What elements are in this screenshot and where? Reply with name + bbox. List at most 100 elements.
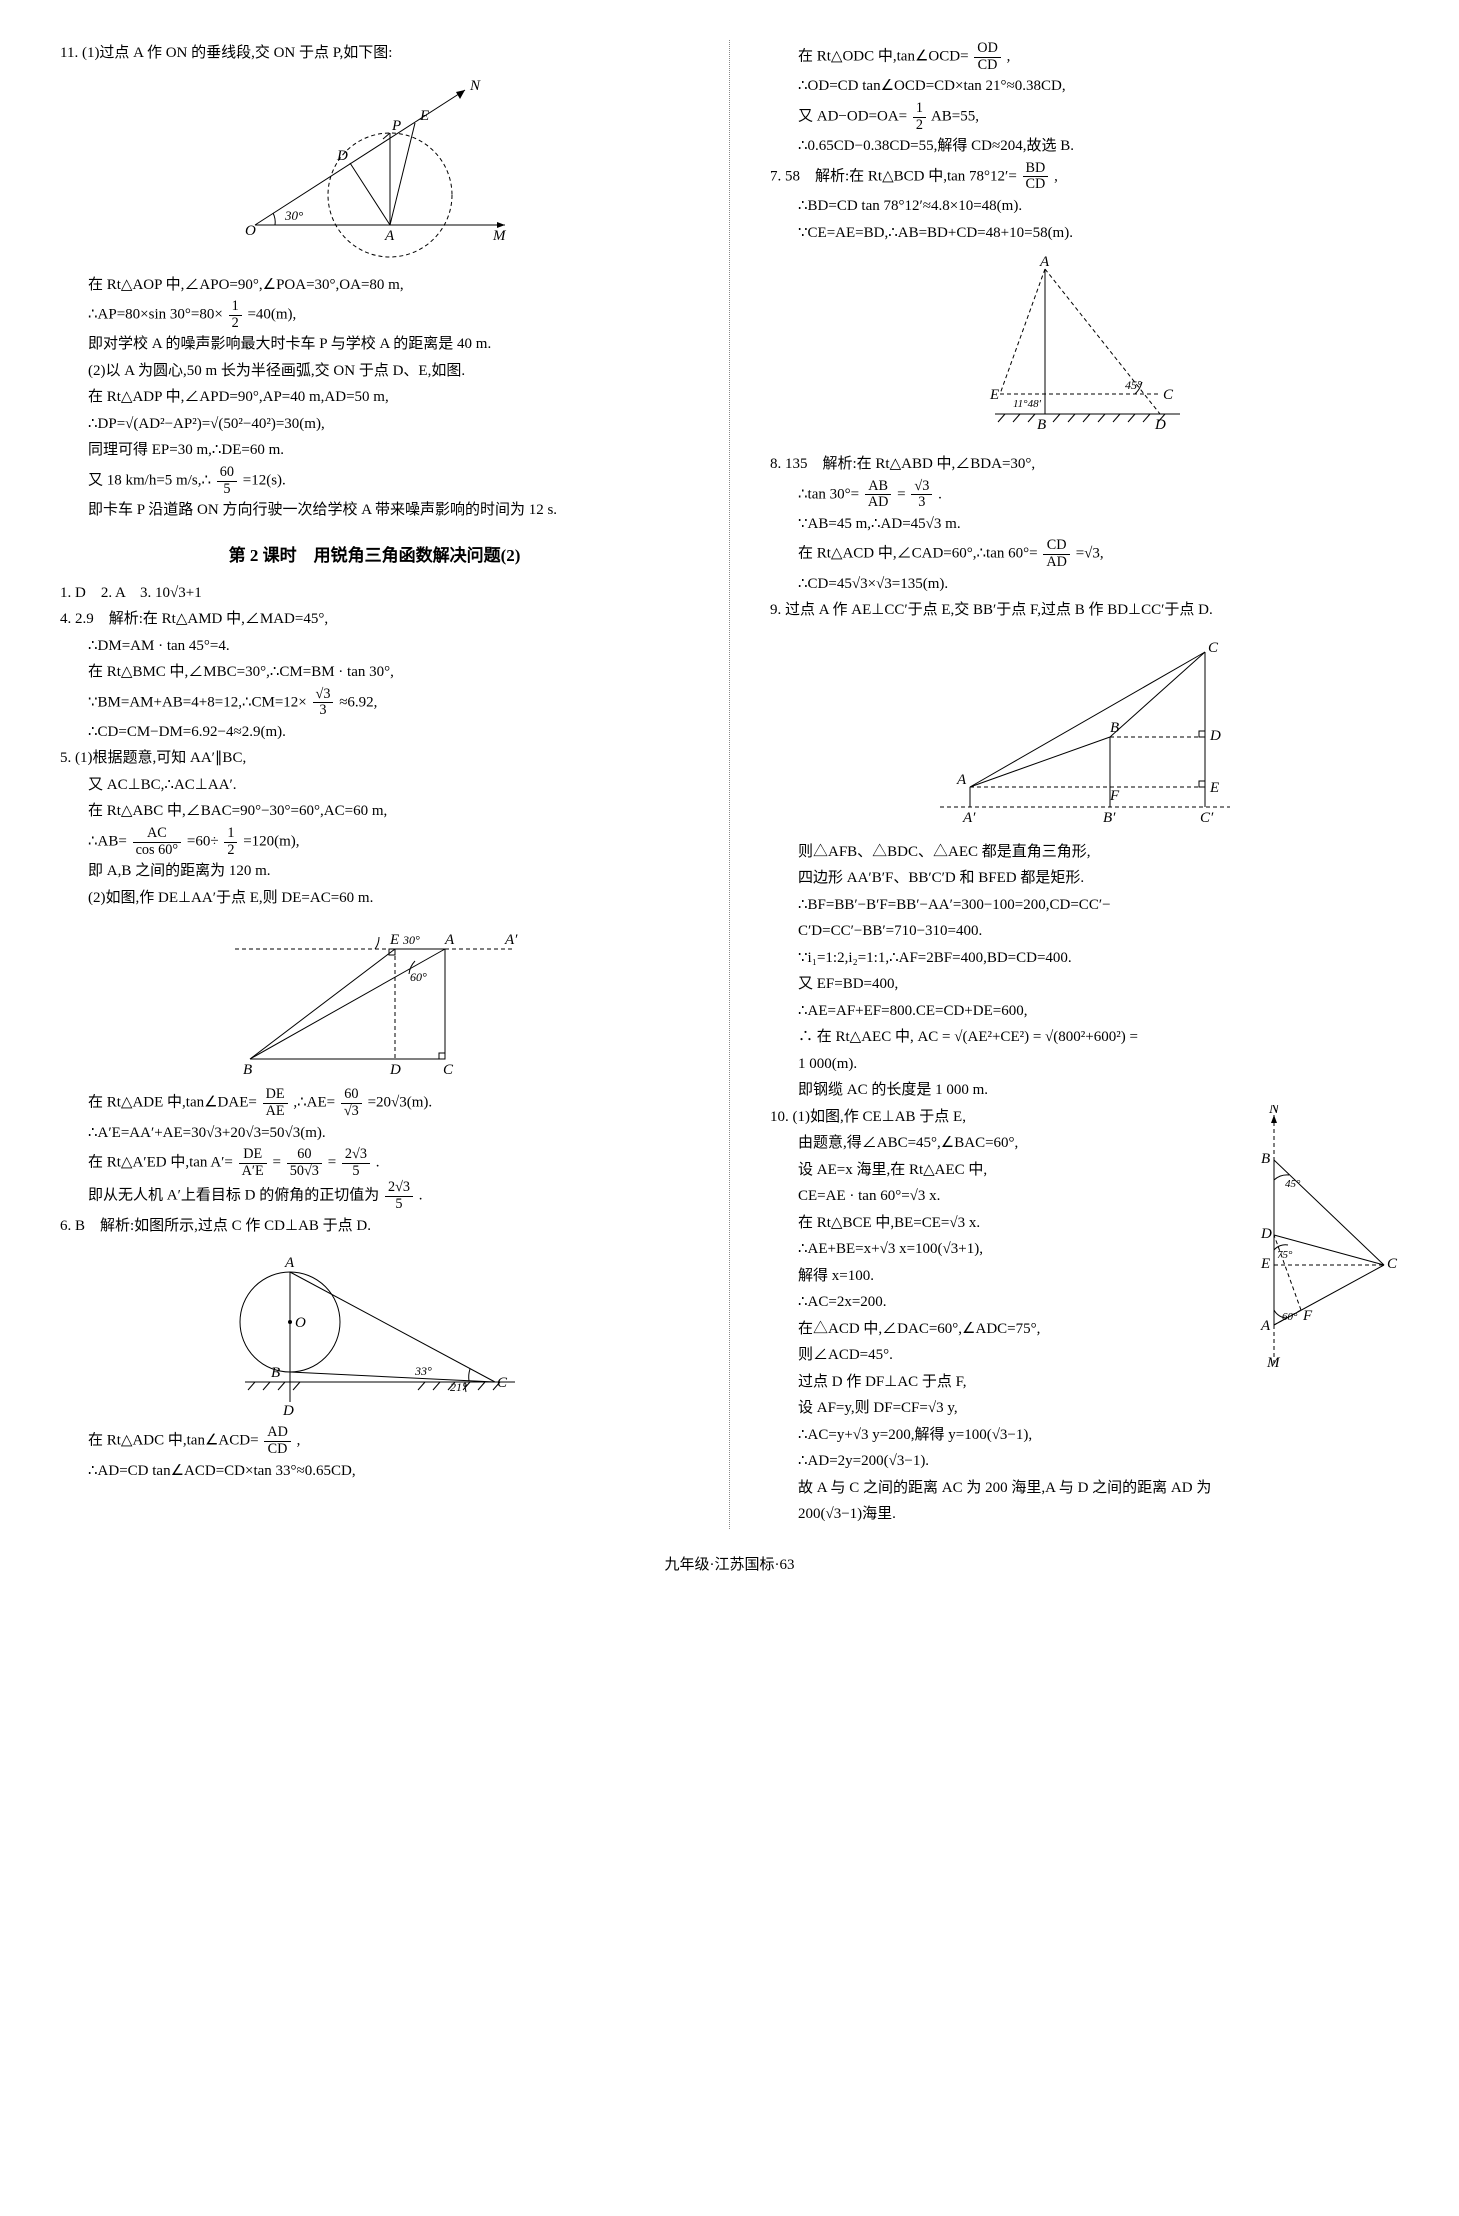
q4-l3: 在 Rt△BMC 中,∠MBC=30°,∴CM=BM · tan 30°, — [60, 660, 689, 686]
frac: 2√35 — [342, 1147, 370, 1179]
q5-l5: 即 A,B 之间的距离为 120 m. — [60, 859, 689, 885]
frac: ODCD — [974, 41, 1001, 73]
lbl-P: P — [391, 118, 401, 134]
t: =12(s). — [243, 472, 286, 488]
q5-l7: 在 Rt△ADE 中,tan∠DAE= DEAE ,∴AE= 60√3 =20√… — [60, 1087, 689, 1119]
lbl-A: A — [1260, 1318, 1271, 1334]
frac: 605 — [217, 465, 237, 497]
t: . — [938, 486, 942, 502]
frac: ADCD — [264, 1425, 291, 1457]
num: 1 — [913, 101, 926, 118]
lbl-Ap: A′ — [962, 810, 976, 826]
q9-l10: 1 000(m). — [770, 1052, 1399, 1078]
lbl-D: D — [389, 1062, 401, 1078]
t: 在 Rt△ADE 中,tan∠DAE= — [88, 1095, 257, 1111]
q9-l5: C′D=CC′−BB′=710−310=400. — [770, 919, 1399, 945]
q7-figure: A B C D E 11°48′ 45° — [965, 254, 1205, 444]
t: . — [376, 1155, 380, 1171]
q5-l1: 5. (1)根据题意,可知 AA′∥BC, — [60, 746, 689, 772]
lbl-21: 21° — [450, 1380, 467, 1394]
frac: 12 — [224, 826, 237, 858]
t: = — [273, 1155, 281, 1171]
q6c-l3: 又 AD−OD=OA= 12 AB=55, — [770, 101, 1399, 133]
t: ∴tan 30°= — [798, 486, 859, 502]
frac: 60√3 — [341, 1087, 362, 1119]
q11-l10: 即卡车 P 沿道路 ON 方向行驶一次给学校 A 带来噪声影响的时间为 12 s… — [60, 498, 689, 524]
t: 7. 58 解析:在 Rt△BCD 中,tan 78°12′= — [770, 168, 1017, 184]
lbl-33: 33° — [414, 1364, 432, 1378]
t: 又 18 km/h=5 m/s,∴ — [88, 472, 211, 488]
q7-l2: ∴BD=CD tan 78°12′≈4.8×10=48(m). — [770, 194, 1399, 220]
q8-l1: 8. 135 解析:在 Rt△ABD 中,∠BDA=30°, — [770, 452, 1399, 478]
lbl-D: D — [336, 148, 348, 164]
num: AD — [264, 1425, 291, 1442]
frac: ABAD — [865, 479, 892, 511]
num: OD — [974, 41, 1001, 58]
q10-figure: N B D E A M C F 45° 75° 60° — [1239, 1105, 1399, 1375]
lbl-B: B — [1110, 720, 1119, 736]
num: 1 — [224, 826, 237, 843]
page-footer: 九年级·江苏国标·63 — [60, 1553, 1399, 1579]
frac: √33 — [313, 687, 334, 719]
den: A′E — [239, 1164, 267, 1180]
t: = — [897, 486, 905, 502]
num: √3 — [911, 479, 932, 496]
lbl-F: F — [1302, 1308, 1313, 1324]
q5-l3: 在 Rt△ABC 中,∠BAC=90°−30°=60°,AC=60 m, — [60, 799, 689, 825]
q9-l3: 四边形 AA′B′F、BB′C′D 和 BFED 都是矩形. — [770, 866, 1399, 892]
lbl-C: C — [497, 1375, 508, 1391]
page: 11. (1)过点 A 作 ON 的垂线段,交 ON 于点 P,如下图: O A… — [60, 40, 1399, 1529]
lbl-60: 60° — [1282, 1311, 1298, 1323]
q6-l1: 6. B 解析:如图所示,过点 C 作 CD⊥AB 于点 D. — [60, 1214, 689, 1240]
q4-l2: ∴DM=AM · tan 45°=4. — [60, 634, 689, 660]
t: =40(m), — [247, 307, 296, 323]
q5-l8: ∴A′E=AA′+AE=30√3+20√3=50√3(m). — [60, 1121, 689, 1147]
frac: ACcos 60° — [133, 826, 182, 858]
q5-l9: 在 Rt△A′ED 中,tan A′= DEA′E = 6050√3 = 2√3… — [60, 1147, 689, 1179]
t: ∵BM=AM+AB=4+8=12,∴CM=12× — [88, 694, 307, 710]
column-divider — [729, 40, 730, 1529]
lbl-30: 30° — [402, 933, 420, 947]
den: 2 — [224, 843, 237, 859]
den: 5 — [385, 1197, 413, 1213]
lbl-Bp: B′ — [1103, 810, 1116, 826]
num: 60 — [287, 1147, 322, 1164]
lbl-60: 60° — [410, 970, 427, 984]
q5-l10: 即从无人机 A′上看目标 D 的俯角的正切值为 2√35 . — [60, 1180, 689, 1212]
q8-l2: ∴tan 30°= ABAD = √33 . — [770, 479, 1399, 511]
lbl-A: A — [444, 932, 455, 948]
den: AE — [263, 1104, 288, 1120]
q4-l1: 4. 2.9 解析:在 Rt△AMD 中,∠MAD=45°, — [60, 607, 689, 633]
q9-l9: ∴ 在 Rt△AEC 中, AC = √(AE²+CE²) = √(800²+6… — [770, 1025, 1399, 1051]
t: 即从无人机 A′上看目标 D 的俯角的正切值为 — [88, 1188, 379, 1204]
num: BD — [1023, 161, 1049, 178]
t: =20√3(m). — [368, 1095, 433, 1111]
q9-l6: ∵i₁=1:2,i₂=1:1,∴AF=2BF=400,BD=CD=400. — [770, 946, 1399, 972]
num: 60 — [217, 465, 237, 482]
lbl-E: E — [389, 932, 399, 948]
t: , — [1054, 168, 1058, 184]
q11-figure: O A M N D E P 30° — [235, 75, 515, 265]
den: CD — [264, 1442, 291, 1458]
t: 在 Rt△ADC 中,tan∠ACD= — [88, 1433, 259, 1449]
num: √3 — [313, 687, 334, 704]
lbl-E: E — [1260, 1256, 1270, 1272]
frac: DEA′E — [239, 1147, 267, 1179]
lbl-C: C — [443, 1062, 454, 1078]
q6c-l1: 在 Rt△ODC 中,tan∠OCD= ODCD , — [770, 41, 1399, 73]
q10-l15: 故 A 与 C 之间的距离 AC 为 200 海里,A 与 D 之间的距离 AD… — [770, 1476, 1399, 1502]
den: cos 60° — [133, 843, 182, 859]
num: DE — [263, 1087, 288, 1104]
den: AD — [1043, 555, 1070, 571]
q9-l7: 又 EF=BD=400, — [770, 972, 1399, 998]
lbl-C: C — [1208, 640, 1219, 656]
lbl-Cp: C′ — [1200, 810, 1214, 826]
den: CD — [974, 58, 1001, 74]
frac: DEAE — [263, 1087, 288, 1119]
lbl-D: D — [1154, 417, 1166, 433]
q6-figure: A B C D O 33° 21° — [215, 1247, 535, 1417]
lbl-E: E — [1209, 780, 1219, 796]
section-title: 第 2 课时 用锐角三角函数解决问题(2) — [60, 542, 689, 571]
den: 3 — [313, 703, 334, 719]
lbl-45: 45° — [1285, 1178, 1301, 1190]
